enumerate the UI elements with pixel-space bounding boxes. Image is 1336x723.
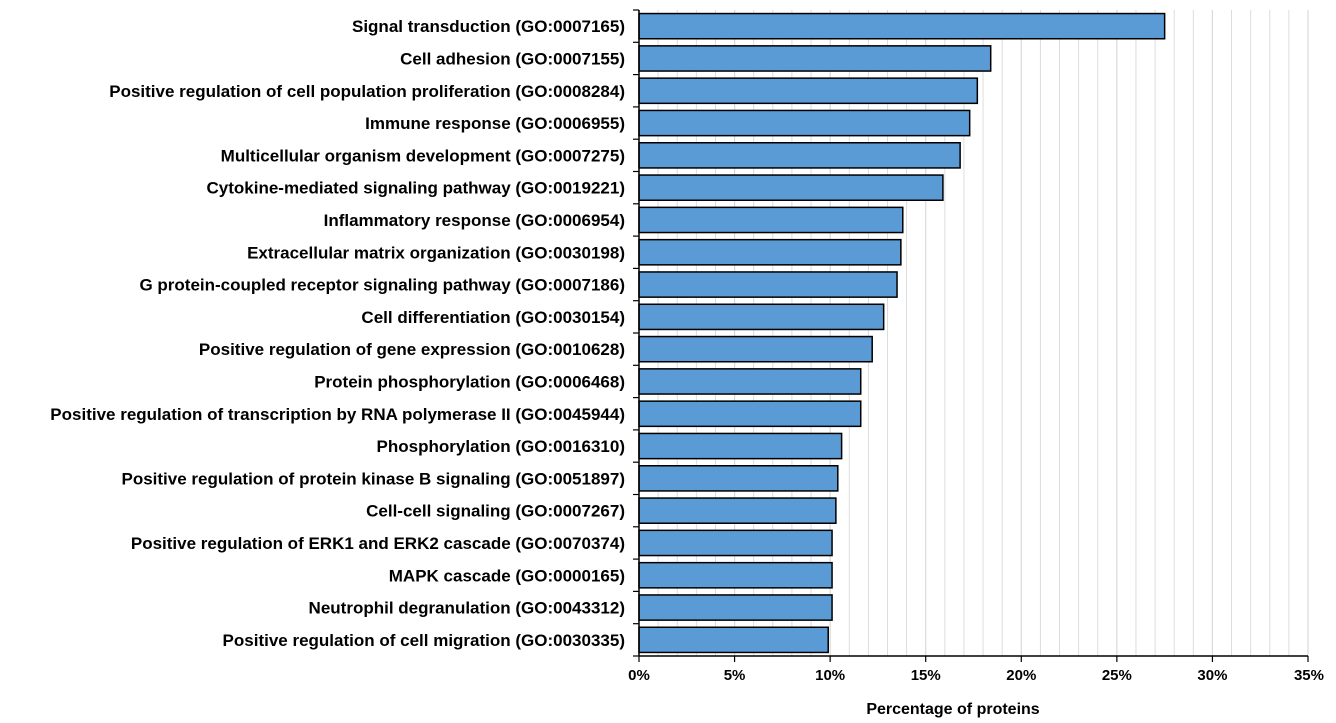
bar	[638, 238, 902, 266]
category-label: G protein-coupled receptor signaling pat…	[139, 276, 625, 295]
bar	[638, 142, 961, 169]
bar	[638, 45, 992, 72]
bar	[638, 12, 1166, 40]
category-label: Protein phosphorylation (GO:0006468)	[314, 372, 625, 391]
category-label: Multicellular organism development (GO:0…	[221, 146, 625, 165]
bar	[638, 206, 904, 234]
bar	[638, 529, 833, 557]
category-label: Inflammatory response (GO:0006954)	[324, 211, 625, 230]
category-label: Positive regulation of cell population p…	[109, 82, 625, 101]
category-label: Immune response (GO:0006955)	[365, 114, 625, 133]
category-label: Positive regulation of cell migration (G…	[223, 631, 625, 650]
bar	[638, 465, 839, 492]
x-tick-label: 30%	[1197, 667, 1227, 684]
bar	[638, 594, 833, 621]
category-label: Cell-cell signaling (GO:0007267)	[366, 502, 625, 521]
x-axis-title: Percentage of proteins	[866, 701, 1039, 718]
grid-layer	[657, 10, 1309, 656]
bar	[638, 368, 862, 395]
bar	[638, 174, 944, 201]
category-label: Cell adhesion (GO:0007155)	[400, 49, 625, 68]
category-label: MAPK cascade (GO:0000165)	[389, 566, 625, 585]
x-tick-label: 10%	[815, 667, 845, 684]
bar	[638, 400, 862, 428]
x-tick-label: 15%	[911, 667, 941, 684]
category-label: Extracellular matrix organization (GO:00…	[247, 243, 625, 262]
category-label: Cytokine-mediated signaling pathway (GO:…	[206, 179, 625, 198]
category-label: Positive regulation of protein kinase B …	[121, 469, 625, 488]
axes: 0% 5% 10% 15% 20% 25% 30% 35%	[628, 9, 1324, 684]
category-labels: Signal transduction (GO:0007165) Cell adh…	[50, 17, 625, 650]
bar	[638, 303, 885, 331]
bar	[638, 497, 837, 524]
category-label: Signal transduction (GO:0007165)	[352, 17, 625, 36]
x-tick-label: 20%	[1006, 667, 1036, 684]
x-tick-label: 35%	[1294, 667, 1324, 684]
category-label: Positive regulation of ERK1 and ERK2 cas…	[131, 534, 625, 553]
bar	[638, 335, 873, 363]
x-tick-label: 25%	[1102, 667, 1132, 684]
bar	[638, 109, 971, 137]
x-tick-label: 5%	[724, 667, 746, 684]
bar	[638, 77, 979, 105]
category-label: Positive regulation of gene expression (…	[199, 340, 625, 359]
x-tick-label: 0%	[628, 667, 650, 684]
bar	[638, 432, 843, 460]
bar	[638, 271, 898, 298]
category-label: Phosphorylation (GO:0016310)	[377, 437, 625, 456]
category-label: Neutrophil degranulation (GO:0043312)	[309, 599, 625, 618]
category-label: Positive regulation of transcription by …	[50, 405, 625, 424]
bar-layer	[638, 12, 1166, 654]
category-label: Cell differentiation (GO:0030154)	[361, 308, 625, 327]
bar	[638, 561, 833, 589]
bar	[638, 626, 829, 654]
